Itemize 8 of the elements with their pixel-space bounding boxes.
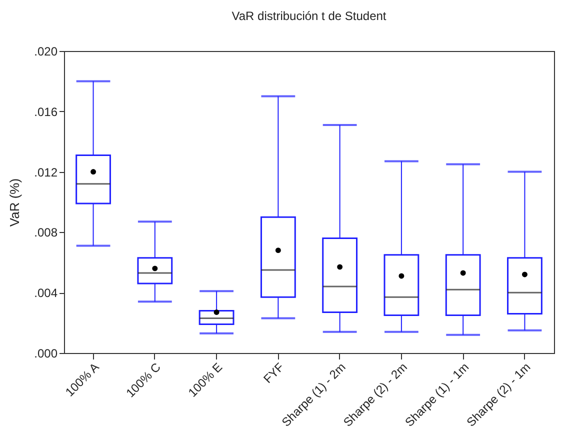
chart-title: VaR distribución t de Student — [232, 9, 387, 23]
y-axis-title: VaR (%) — [7, 178, 22, 227]
y-tick-label: .020 — [34, 44, 58, 58]
y-tick-label: .004 — [34, 286, 58, 300]
y-tick-label: .000 — [34, 346, 58, 360]
y-tick-label: .008 — [34, 226, 58, 240]
y-tick-label: .012 — [34, 165, 58, 180]
y-tick-label: .016 — [34, 104, 58, 119]
